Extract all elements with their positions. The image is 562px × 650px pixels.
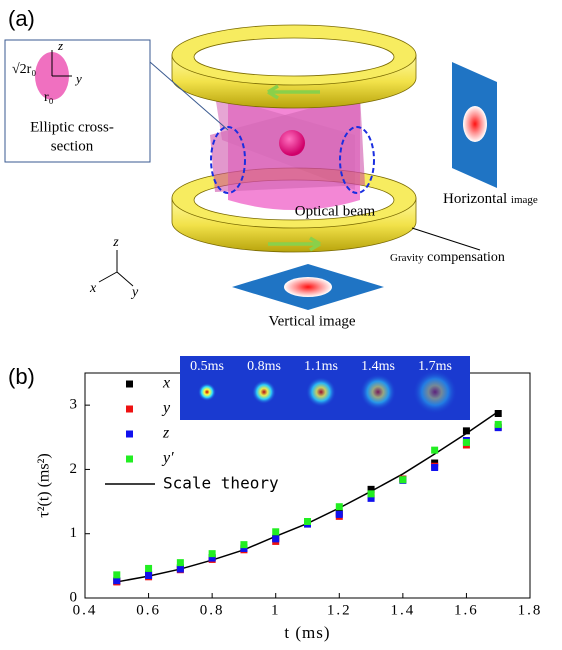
data-point (335, 503, 343, 511)
data-point (431, 464, 439, 471)
x-tick-label: 1 (271, 602, 281, 618)
legend-label: Scale theory (163, 474, 279, 493)
axis-x: x (89, 281, 97, 296)
data-point (399, 476, 407, 484)
theory-line (116, 410, 499, 583)
legend-marker (126, 405, 133, 413)
data-point (367, 490, 375, 498)
callout-caption: Elliptic cross- (30, 119, 114, 135)
legend-label: x (162, 375, 170, 392)
data-point (145, 564, 153, 572)
pointer (411, 227, 481, 251)
callout-z: z (57, 38, 63, 53)
legend-label: y′ (161, 450, 174, 467)
top-ring (171, 24, 417, 109)
x-tick-label: 0.4 (73, 602, 98, 618)
data-point (431, 446, 439, 454)
image-spot (284, 277, 332, 297)
cross-section (210, 126, 246, 194)
legend-label: y (161, 400, 171, 417)
vertical-label: Vertical image (268, 313, 355, 329)
callout-line (149, 61, 229, 131)
data-point (494, 410, 502, 417)
x-tick-label: 1.2 (327, 602, 352, 618)
inset-label: 1.1ms (304, 359, 338, 374)
data-point (208, 554, 216, 562)
current-arrow (268, 236, 321, 252)
data-point (335, 510, 343, 518)
callout-major: √2r₀ (12, 62, 36, 77)
data-point (113, 577, 121, 585)
data-point (272, 535, 280, 543)
legend-marker (126, 430, 133, 438)
current-arrow (267, 84, 320, 100)
data-point (113, 571, 121, 579)
axis-z: z (112, 235, 119, 250)
cross-section (339, 126, 375, 194)
label-part: image (511, 194, 538, 206)
label-part: Gravity (390, 252, 424, 264)
inset-label: 1.7ms (418, 359, 452, 374)
inset-blob (360, 374, 396, 410)
y-axis-label: τ²(t) (ms²) (36, 453, 53, 517)
inset-blob (198, 383, 216, 401)
x-tick-label: 1.4 (390, 602, 415, 618)
data-point (240, 541, 248, 549)
legend-marker (126, 380, 133, 388)
data-point (240, 545, 248, 552)
callout-minor: r₀ (44, 90, 54, 105)
inset-label: 0.5ms (190, 359, 224, 374)
data-point (367, 494, 375, 502)
data-point (462, 427, 470, 435)
x-tick-label: 1.6 (454, 602, 479, 618)
legend-label: z (162, 425, 170, 442)
data-point (176, 559, 184, 567)
data-point (208, 550, 216, 558)
inset-blob (252, 380, 276, 404)
callout-y: y (74, 71, 82, 86)
label-part: Horizontal (443, 191, 507, 207)
x-tick-label: 1.8 (518, 602, 543, 618)
inset-blob (413, 370, 457, 414)
beam-label: Optical beam (295, 203, 376, 219)
panel-label: (b) (8, 364, 35, 389)
image-spot (463, 106, 487, 142)
horizontal-label: Horizontal image (443, 191, 538, 207)
x-tick-label: 0.6 (136, 602, 161, 618)
data-point (304, 518, 311, 525)
y-tick-label: 1 (70, 525, 78, 541)
legend-marker (126, 455, 133, 463)
gravity-label: Gravity compensation (390, 250, 505, 265)
data-point (462, 438, 470, 446)
y-tick-label: 3 (70, 397, 78, 413)
panel-label: (a) (8, 6, 35, 31)
plot: 0.4 0.6 0.8 1 1.2 1.4 1.6 1.8 0 1 2 3 t (ms) τ²(t) (m… (36, 356, 543, 642)
inset-label: 0.8ms (247, 359, 281, 374)
x-tick-label: 0.8 (200, 602, 225, 618)
inset-blob (306, 377, 336, 407)
inset-label: 1.4ms (361, 359, 395, 374)
x-axis-label: t (ms) (284, 623, 330, 642)
atom-cloud (279, 130, 305, 156)
y-tick-label: 2 (70, 461, 78, 477)
data-point (367, 485, 375, 493)
label-part: compensation (427, 250, 505, 265)
data-point (494, 420, 502, 428)
callout-caption: section (51, 138, 94, 154)
data-point (272, 528, 280, 536)
data-point (176, 565, 184, 573)
y-tick-label: 0 (70, 589, 78, 605)
data-point (145, 572, 153, 579)
callout-box (4, 39, 151, 163)
axis-y: y (130, 285, 139, 300)
callout-axes (51, 50, 72, 77)
frame-axes (98, 250, 134, 287)
